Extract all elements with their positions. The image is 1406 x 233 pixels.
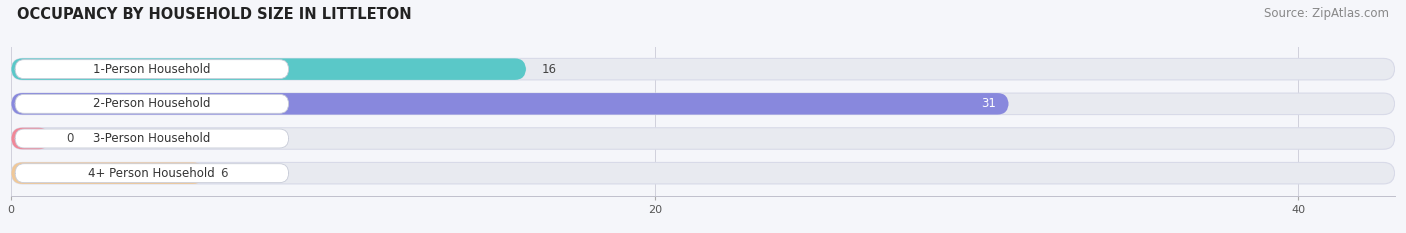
Text: 6: 6 (221, 167, 228, 180)
Text: 1-Person Household: 1-Person Household (93, 63, 211, 76)
FancyBboxPatch shape (11, 162, 1395, 184)
FancyBboxPatch shape (11, 93, 1008, 115)
Text: 31: 31 (981, 97, 995, 110)
FancyBboxPatch shape (15, 60, 288, 79)
FancyBboxPatch shape (11, 128, 1395, 149)
Text: 16: 16 (543, 63, 557, 76)
FancyBboxPatch shape (11, 58, 1395, 80)
FancyBboxPatch shape (15, 94, 288, 113)
Text: 4+ Person Household: 4+ Person Household (89, 167, 215, 180)
FancyBboxPatch shape (11, 128, 49, 149)
Text: 0: 0 (66, 132, 73, 145)
Text: OCCUPANCY BY HOUSEHOLD SIZE IN LITTLETON: OCCUPANCY BY HOUSEHOLD SIZE IN LITTLETON (17, 7, 412, 22)
Text: 2-Person Household: 2-Person Household (93, 97, 211, 110)
Text: Source: ZipAtlas.com: Source: ZipAtlas.com (1264, 7, 1389, 20)
FancyBboxPatch shape (15, 164, 288, 183)
Text: 3-Person Household: 3-Person Household (93, 132, 211, 145)
FancyBboxPatch shape (11, 162, 204, 184)
FancyBboxPatch shape (15, 129, 288, 148)
FancyBboxPatch shape (11, 58, 526, 80)
FancyBboxPatch shape (11, 93, 1395, 115)
